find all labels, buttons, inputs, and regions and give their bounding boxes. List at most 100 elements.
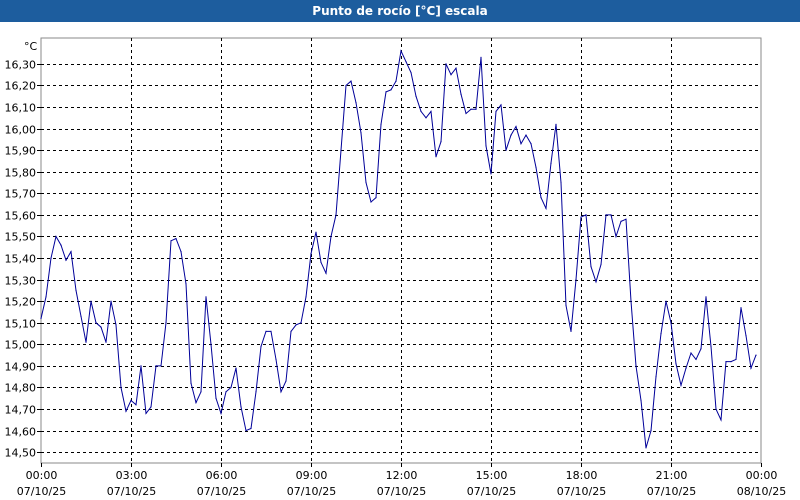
data-point <box>660 333 662 335</box>
data-point <box>575 279 577 281</box>
data-point <box>340 149 342 151</box>
data-point <box>620 220 622 222</box>
data-point <box>650 430 652 432</box>
data-point <box>105 341 107 343</box>
data-point <box>425 117 427 119</box>
x-tick-time: 06:00 <box>206 469 238 482</box>
y-tick-label: 15,00 <box>5 339 37 352</box>
data-point <box>290 330 292 332</box>
data-point <box>230 386 232 389</box>
data-point <box>375 197 377 199</box>
data-point <box>670 322 672 324</box>
data-point <box>455 67 457 69</box>
data-point <box>85 341 87 343</box>
y-tick-label: 15,40 <box>5 253 37 266</box>
y-tick-label: 16,20 <box>5 80 37 93</box>
data-point <box>270 330 272 332</box>
data-point <box>710 345 712 348</box>
data-point <box>170 240 172 242</box>
data-point <box>235 367 237 369</box>
data-point <box>385 91 387 93</box>
data-point <box>580 216 582 218</box>
data-point <box>635 365 637 367</box>
y-axis-ticks: 14,50 14,60 14,70 14,80 14,90 15,00 15,10 15,20… <box>5 59 41 460</box>
data-point <box>655 376 657 378</box>
y-tick-label: 16,00 <box>5 124 37 137</box>
data-point <box>305 296 307 298</box>
data-point <box>430 110 432 112</box>
data-point <box>480 56 482 59</box>
data-point <box>485 145 487 147</box>
data-point <box>245 430 247 432</box>
y-axis-label: °C <box>24 40 38 53</box>
data-point <box>625 218 627 220</box>
data-point <box>355 102 357 104</box>
data-point <box>55 235 57 238</box>
data-point <box>465 112 467 115</box>
x-tick-date: 07/10/25 <box>197 485 246 498</box>
x-tick-time: 00:00 <box>746 469 778 482</box>
data-point <box>750 367 752 369</box>
data-point <box>645 447 647 449</box>
y-tick-label: 15,90 <box>5 145 37 158</box>
data-point <box>720 419 722 421</box>
data-point <box>330 235 332 238</box>
data-point <box>180 251 182 253</box>
data-point <box>400 50 402 52</box>
data-point <box>195 402 197 404</box>
data-point <box>725 361 727 363</box>
data-point <box>730 361 732 363</box>
data-point <box>255 391 257 393</box>
data-point <box>700 348 702 350</box>
data-point <box>190 382 192 384</box>
data-point <box>535 166 537 168</box>
data-point <box>565 304 567 307</box>
data-point <box>315 231 317 233</box>
data-point <box>490 173 492 175</box>
data-point <box>695 358 697 360</box>
data-point <box>570 330 572 332</box>
data-point <box>585 214 587 216</box>
x-tick-time: 18:00 <box>566 469 598 482</box>
data-point <box>280 391 282 393</box>
x-tick-date: 07/10/25 <box>287 485 336 498</box>
data-point <box>350 80 352 82</box>
data-point <box>680 384 682 386</box>
data-point <box>310 253 312 255</box>
data-point <box>395 80 397 82</box>
data-point <box>150 406 152 408</box>
data-point <box>630 300 632 302</box>
data-point <box>295 324 297 326</box>
data-point <box>390 89 392 91</box>
data-point <box>75 289 77 291</box>
data-point <box>370 201 372 203</box>
data-point <box>215 397 217 399</box>
data-point <box>160 365 162 367</box>
data-point <box>735 358 737 360</box>
data-point <box>590 266 592 268</box>
data-point <box>470 108 472 110</box>
data-point <box>460 93 462 95</box>
data-point <box>525 134 527 136</box>
dew-point-line <box>40 49 757 449</box>
data-point <box>515 125 517 128</box>
data-point <box>130 399 132 401</box>
data-point <box>220 412 222 414</box>
y-tick-label: 15,70 <box>5 188 37 201</box>
data-point <box>360 132 362 134</box>
data-point <box>210 343 212 345</box>
data-point <box>250 427 252 430</box>
data-point <box>530 143 532 145</box>
data-point <box>115 324 117 326</box>
data-point <box>135 404 137 406</box>
data-point <box>225 391 227 393</box>
data-point <box>675 363 677 365</box>
data-point <box>300 322 302 324</box>
data-point <box>240 406 242 408</box>
data-point <box>745 335 747 337</box>
data-point <box>500 104 502 106</box>
data-point <box>40 317 42 320</box>
x-axis-ticks: 00:00 07/10/25 03:00 07/10/25 06:00 07/10/25 0… <box>17 463 786 498</box>
data-point <box>335 214 337 216</box>
